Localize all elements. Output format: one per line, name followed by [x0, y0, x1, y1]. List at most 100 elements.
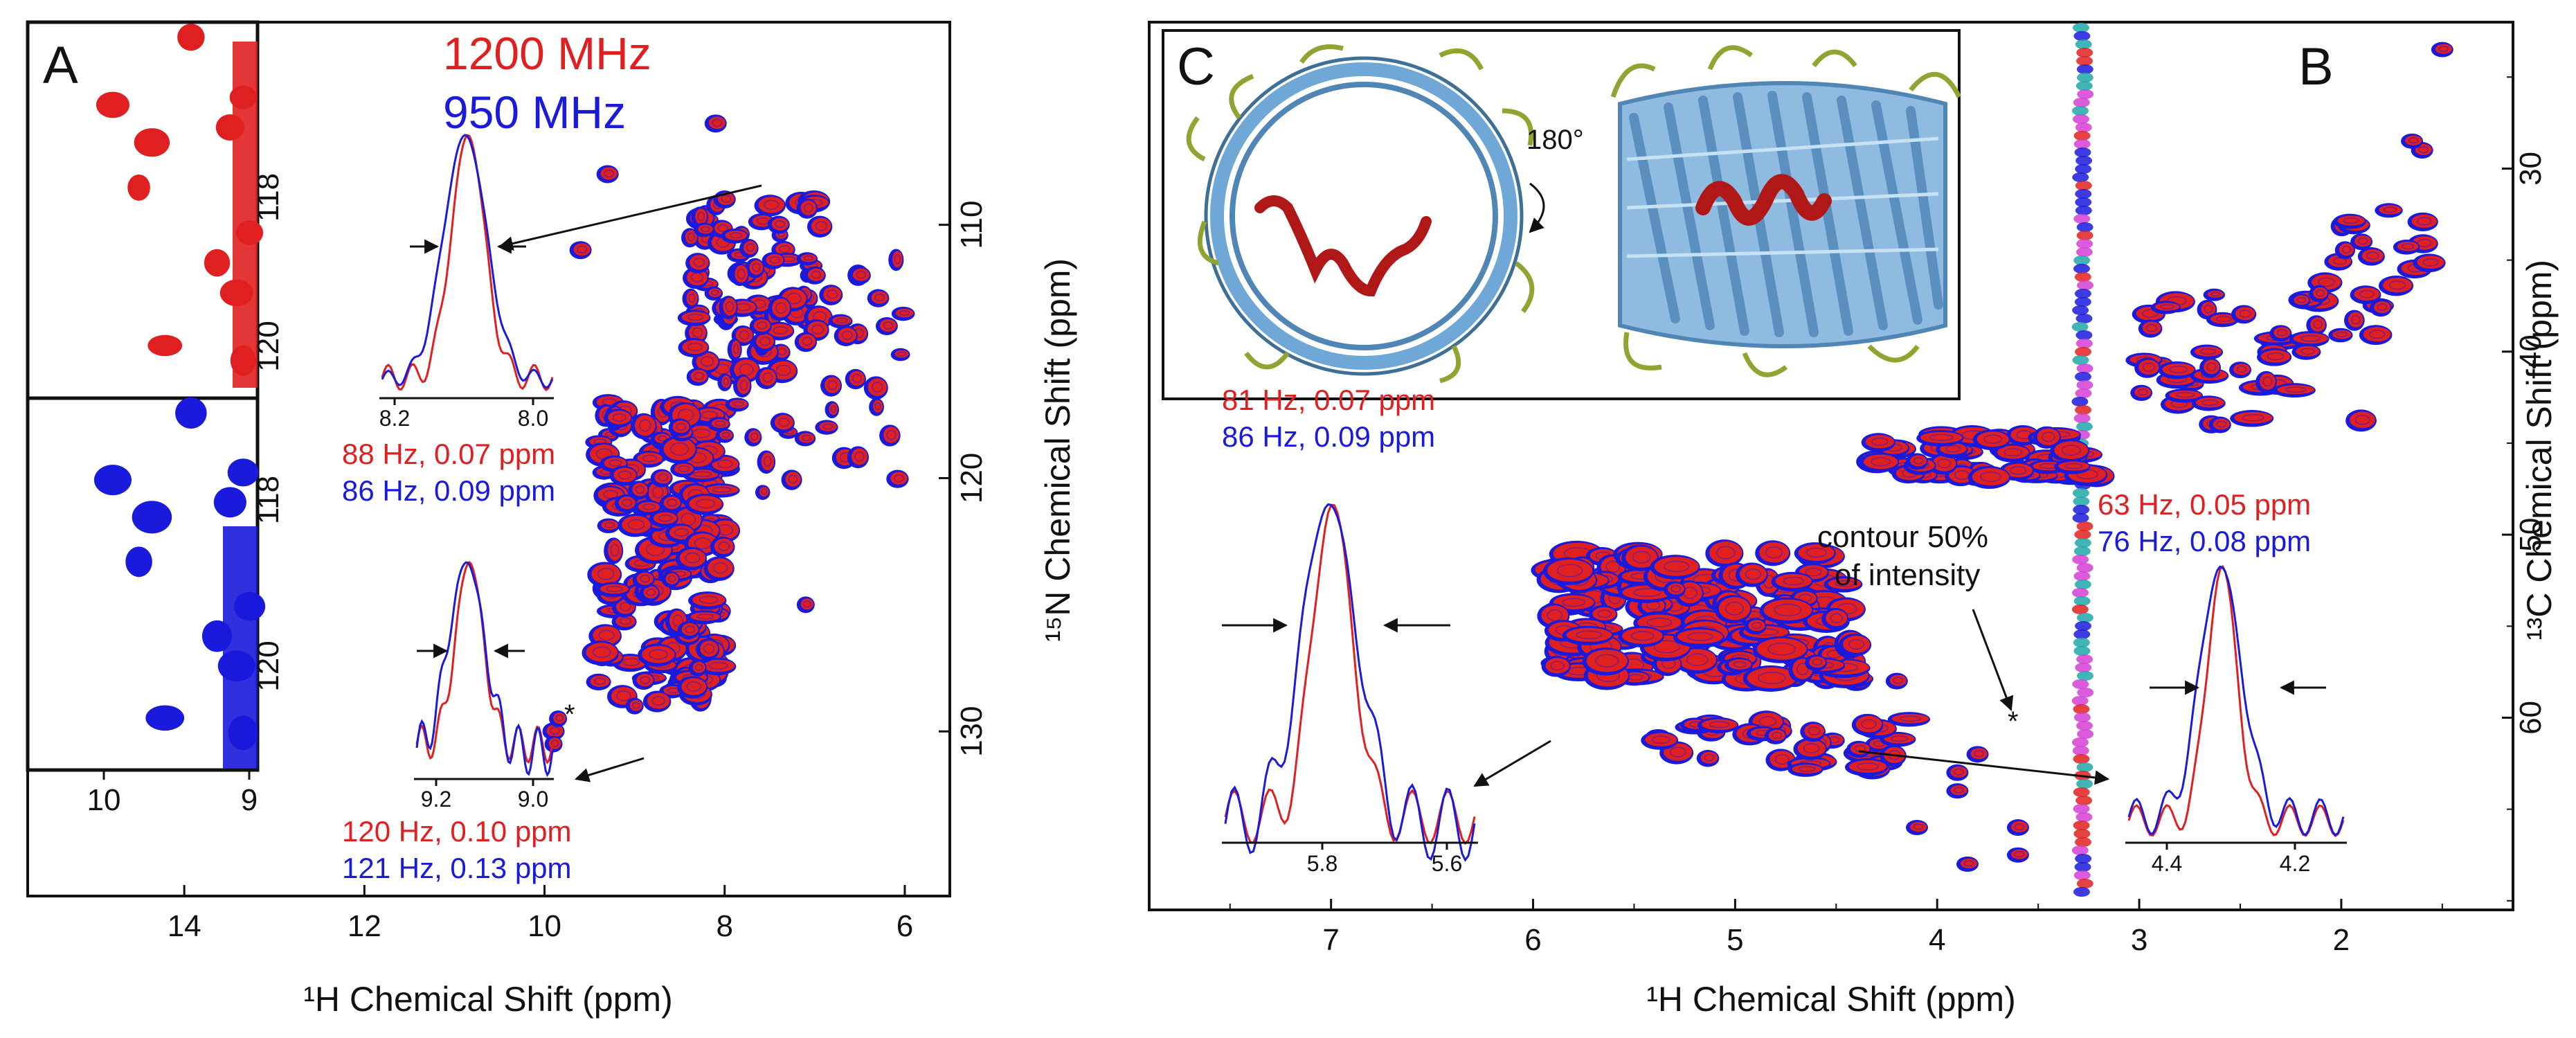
- cross-peak: [886, 469, 909, 488]
- cross-peak: [1562, 625, 1614, 645]
- cross-peak: [1972, 429, 2010, 451]
- cross-peak: [796, 198, 818, 219]
- streak-segment: [2075, 854, 2092, 863]
- cross-peak: [2328, 328, 2353, 343]
- x-tick-label: 2: [2333, 923, 2350, 957]
- cross-peak: [1838, 634, 1872, 656]
- streak-segment: [2076, 521, 2093, 531]
- cross-peak: [1705, 539, 1744, 568]
- slice-pointer-arrow: [498, 184, 762, 251]
- hc-spectrum: [1531, 42, 2453, 872]
- cross-peak: [1771, 571, 1813, 592]
- slice-tick-label: 5.8: [1307, 851, 1337, 876]
- cross-peak: [685, 253, 710, 274]
- cross-peak: [675, 546, 708, 571]
- cross-peak: [569, 241, 592, 260]
- panel-a: A 10 9 118 120 118 120 1200 MHz 950 MHz …: [26, 20, 1077, 1019]
- slice-width-1200mhz: 88 Hz, 0.07 ppm: [342, 438, 555, 470]
- rotation-label: 180°: [1526, 125, 1584, 155]
- slice-width-1200mhz: 81 Hz, 0.07 ppm: [1222, 384, 1435, 416]
- cross-peak: [1650, 555, 1700, 580]
- cross-peak: [1906, 820, 1929, 836]
- cross-peak: [2350, 233, 2373, 251]
- cross-peak: [2378, 275, 2414, 296]
- streak-segment: [2075, 247, 2093, 257]
- x-axis-label-a: ¹H Chemical Shift (ppm): [303, 980, 672, 1019]
- streak-segment: [2073, 256, 2091, 265]
- cross-peak: [2401, 133, 2424, 149]
- cross-peak: [875, 316, 898, 335]
- cross-peak: [2192, 395, 2226, 411]
- zoom-peak-red: [204, 249, 231, 277]
- structure-inset: C 180°: [1162, 29, 1962, 400]
- streak-segment: [2071, 397, 2089, 406]
- zoom-peak-red: [134, 128, 170, 157]
- slice-trace-950mhz: [415, 561, 554, 778]
- cross-peak: [650, 469, 673, 487]
- cross-peak: [633, 499, 662, 516]
- streak-segment: [2075, 796, 2093, 805]
- streak-segment: [2073, 646, 2091, 656]
- slice-pointer-arrow: [1858, 750, 2110, 785]
- cross-peak: [1673, 627, 1724, 647]
- streak-segment: [2072, 555, 2089, 564]
- cross-peak: [596, 165, 619, 184]
- cross-peak: [1823, 576, 1863, 593]
- streak-segment: [2073, 829, 2091, 839]
- cross-peak: [595, 582, 630, 598]
- zoom-peak-blue: [227, 458, 259, 487]
- cross-peak: [733, 374, 752, 398]
- slice-tick-label: 4.2: [2280, 851, 2310, 876]
- slice-trace-950mhz: [2127, 565, 2345, 837]
- streak-segment: [2073, 638, 2090, 647]
- streak-segment: [2073, 713, 2091, 722]
- streak-segment: [2076, 779, 2093, 789]
- cross-peak: [1846, 740, 1871, 758]
- cross-peak: [649, 510, 678, 528]
- annotation-asterisk: *: [2008, 706, 2019, 737]
- streak-segment: [2075, 812, 2093, 822]
- cross-peak: [1735, 562, 1768, 587]
- zoom-peak-red: [177, 24, 205, 51]
- cross-peak: [803, 266, 826, 285]
- y-tick-label: 30: [2514, 152, 2548, 186]
- streak-segment: [2073, 571, 2091, 581]
- contour-annotation-arrow: [1972, 609, 2014, 711]
- cross-peak: [725, 397, 749, 412]
- streak-segment: [2076, 64, 2093, 74]
- cross-peak: [2150, 301, 2181, 314]
- streak-segment: [2073, 821, 2090, 830]
- cross-peak: [587, 562, 622, 588]
- streak-segment: [2075, 339, 2093, 348]
- cross-peak: [632, 570, 655, 589]
- cross-peak: [727, 338, 742, 361]
- slice-width-1200mhz: 120 Hz, 0.10 ppm: [342, 815, 572, 848]
- cross-peak: [618, 513, 652, 537]
- cross-peak: [1753, 636, 1808, 663]
- cross-peak: [796, 596, 815, 614]
- cross-peak: [820, 375, 843, 397]
- streak-segment: [2076, 48, 2093, 57]
- streak-segment: [2073, 870, 2091, 880]
- cross-peak: [2269, 325, 2292, 342]
- cross-peak: [582, 641, 619, 665]
- cross-peak: [659, 494, 682, 513]
- streak-segment: [2075, 206, 2092, 215]
- y-axis-label-a: ¹⁵N Chemical Shift (ppm): [1038, 258, 1077, 642]
- zoom-ytick-label: 120: [251, 641, 285, 691]
- streak-segment: [2076, 222, 2093, 232]
- slice-pointer-arrow: [1473, 740, 1551, 787]
- cross-peak: [1851, 713, 1884, 736]
- slice-tick-label: 4.4: [2152, 851, 2182, 876]
- streak-segment: [2073, 98, 2090, 107]
- zoom-peak-blue: [93, 465, 132, 496]
- cross-peak: [819, 285, 843, 305]
- cross-peak: [1582, 647, 1629, 676]
- streak-segment: [2077, 729, 2094, 739]
- beta-strands: [1629, 91, 1943, 337]
- zoom-peak-blue: [132, 501, 172, 534]
- cross-peak: [2370, 299, 2392, 317]
- streak-segment: [2072, 679, 2089, 689]
- cross-peak: [677, 310, 711, 326]
- cross-peak: [1621, 544, 1659, 571]
